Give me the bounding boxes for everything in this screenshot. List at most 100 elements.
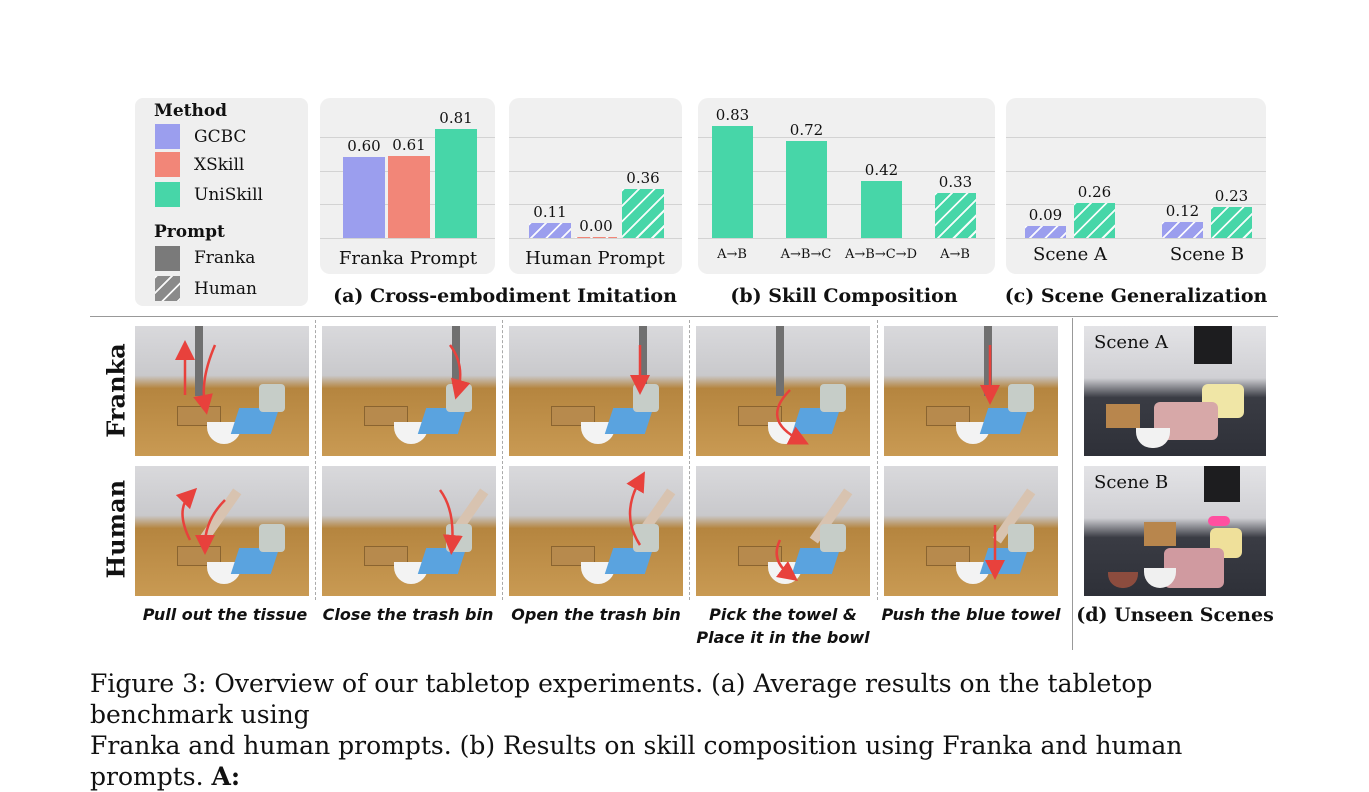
- legend-label-gcbc: GCBC: [194, 127, 247, 147]
- gridline: [1006, 204, 1266, 206]
- x-tick-label: Human Prompt: [525, 248, 665, 269]
- dash-divider: [502, 320, 503, 600]
- x-tick-label: Franka Prompt: [338, 248, 478, 269]
- arrow: [175, 487, 198, 541]
- photo-human-open-bin: [509, 466, 683, 596]
- x-tick-label: A→B→C→D: [845, 247, 917, 262]
- motion-arrows-overlay: [175, 340, 1005, 582]
- legend-swatch-franka: [155, 246, 180, 271]
- bar: [575, 236, 617, 238]
- bar: [388, 155, 430, 238]
- caption-line-2-bold: A:: [211, 762, 241, 791]
- chart-c-title: (c) Scene Generalization: [1004, 285, 1268, 307]
- gridline: [509, 204, 682, 206]
- arrow: [438, 489, 463, 555]
- legend-label-human: Human: [194, 279, 257, 299]
- bar-value-label: 0.09: [1028, 205, 1063, 224]
- bar: [712, 125, 753, 238]
- bar: [1211, 206, 1252, 238]
- arrow: [775, 389, 809, 445]
- legend-method-title: Method: [154, 101, 228, 121]
- legend-swatch-human: [155, 276, 180, 301]
- bar: [435, 128, 477, 238]
- bar: [1074, 202, 1115, 238]
- gridline: [1006, 170, 1266, 172]
- scene-a-label: Scene A: [1094, 332, 1169, 353]
- bar-value-label: 0.12: [1165, 201, 1200, 220]
- caption-line-2: Franka and human prompts. (b) Results on…: [90, 731, 1183, 791]
- bar: [786, 140, 827, 238]
- chart-d-title: (d) Unseen Scenes: [1076, 604, 1274, 626]
- task-label: Close the trash bin: [322, 605, 494, 624]
- arrow: [448, 344, 471, 400]
- arrow: [626, 471, 645, 546]
- gridline: [1006, 238, 1266, 239]
- task-label: Pick the towel &: [709, 605, 857, 624]
- photo-franka-push-towel: [884, 326, 1058, 456]
- bar-value-label: 0.72: [789, 120, 824, 139]
- bar-value-label: 0.83: [715, 105, 750, 124]
- legend-prompt-title: Prompt: [154, 222, 225, 242]
- gridline: [509, 170, 682, 172]
- task-label: Push the blue towel: [881, 605, 1061, 624]
- gridline: [698, 170, 995, 172]
- bar-value-label: 0.00: [579, 216, 613, 235]
- vertical-divider: [1072, 318, 1073, 650]
- gridline: [320, 136, 495, 138]
- legend-label-franka: Franka: [194, 248, 256, 268]
- arrow: [195, 499, 226, 555]
- x-tick-label: Scene A: [1032, 244, 1108, 265]
- chart-b-title: (b) Skill Composition: [730, 285, 958, 307]
- gridline: [698, 136, 995, 138]
- bar-value-label: 0.42: [864, 161, 899, 180]
- bar-value-label: 0.33: [938, 173, 973, 192]
- bar-value-label: 0.61: [392, 135, 426, 154]
- dash-divider: [689, 320, 690, 600]
- bar-value-label: 0.23: [1214, 186, 1249, 205]
- gridline: [509, 238, 682, 239]
- legend: Method GCBC XSkill UniSkill Prompt Frank…: [135, 98, 308, 306]
- gridline: [698, 238, 995, 239]
- dash-divider: [315, 320, 316, 600]
- horizontal-divider: [90, 316, 1278, 317]
- bar: [1162, 221, 1203, 238]
- legend-swatch-xskill: [155, 152, 180, 177]
- gridline: [698, 204, 995, 206]
- chart-a-human-panel: [509, 98, 682, 274]
- x-tick-label: Scene B: [1169, 244, 1245, 265]
- chart-a-title: (a) Cross-embodiment Imitation: [333, 285, 677, 307]
- task-label: Place it in the bowl: [696, 628, 870, 647]
- bar: [622, 189, 664, 238]
- x-tick-label: A→B: [940, 247, 970, 262]
- scene-b-label: Scene B: [1094, 472, 1169, 493]
- scene-a-image: Scene A: [1084, 326, 1266, 456]
- chart-c-panel: [1006, 98, 1266, 274]
- x-tick-label: A→B→C: [780, 247, 832, 262]
- photo-human-push-towel: [884, 466, 1058, 596]
- legend-swatch-gcbc: [155, 124, 180, 149]
- bar: [935, 193, 976, 238]
- legend-label-xskill: XSkill: [194, 155, 245, 175]
- bar-value-label: 0.26: [1077, 182, 1112, 201]
- arrow: [775, 539, 798, 582]
- bar: [861, 181, 902, 238]
- task-label: Open the trash bin: [511, 605, 681, 624]
- figure-caption: Figure 3: Overview of our tabletop exper…: [90, 668, 1290, 792]
- bar: [529, 223, 571, 238]
- gridline: [1006, 136, 1266, 138]
- x-tick-label: A→B: [717, 247, 747, 262]
- bar-value-label: 0.81: [439, 108, 473, 127]
- dash-divider: [877, 320, 878, 600]
- arrow: [193, 344, 217, 415]
- photo-franka-pull-tissue: [135, 326, 309, 456]
- legend-swatch-uniskill: [155, 182, 180, 207]
- bar-value-label: 0.60: [347, 137, 381, 155]
- bar: [343, 157, 385, 238]
- caption-line-1: Figure 3: Overview of our tabletop exper…: [90, 669, 1153, 729]
- bar-value-label: 0.11: [533, 203, 567, 222]
- task-label: Pull out the tissue: [142, 605, 308, 624]
- legend-label-uniskill: UniSkill: [194, 185, 263, 205]
- gridline: [509, 136, 682, 138]
- scene-b-image: Scene B: [1084, 466, 1266, 596]
- bar: [1025, 225, 1066, 238]
